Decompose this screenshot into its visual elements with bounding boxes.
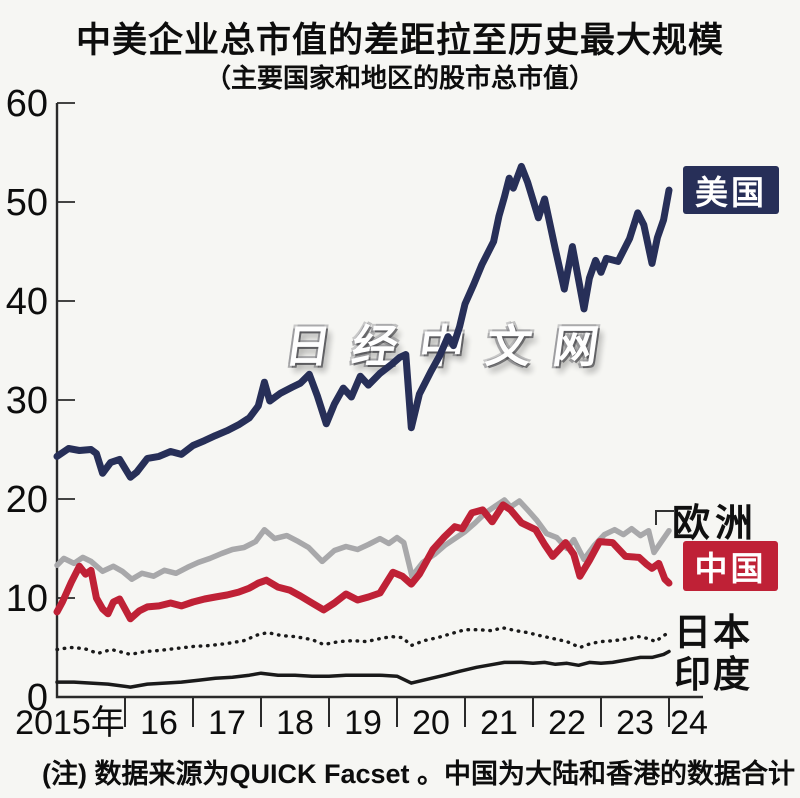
legend-europe-label: 欧洲	[672, 503, 759, 545]
series-line-china	[53, 501, 673, 623]
x-axis-label: 2015年	[15, 704, 125, 742]
y-axis-label: 40	[6, 281, 48, 323]
y-axis-label: 50	[6, 182, 48, 224]
europe-label-connector	[655, 510, 674, 525]
x-axis-label: 20	[412, 704, 450, 742]
series-line-us	[53, 162, 673, 481]
series-line-india	[55, 649, 671, 689]
y-axis-label: 0	[27, 677, 48, 719]
x-axis-label: 18	[276, 704, 314, 742]
y-axis-label: 60	[6, 83, 48, 125]
legend-us-label: 美国	[695, 174, 767, 211]
x-axis-label: 17	[208, 704, 246, 742]
legend-us-box: 美国	[683, 166, 779, 214]
footnote: (注) 数据来源为QUICK Facset 。中国为大陆和香港的数据合计	[42, 759, 796, 789]
x-axis-label: 23	[616, 704, 654, 742]
y-axis-label: 30	[6, 380, 48, 422]
y-axis-label: 20	[6, 479, 48, 521]
legend-india-label: 印度	[674, 654, 752, 695]
legend-china-label: 中国	[694, 550, 767, 587]
x-axis-label: 16	[140, 704, 178, 742]
x-axis-label: 19	[344, 704, 382, 742]
series-line-japan	[55, 626, 671, 657]
x-axis-label: 24	[670, 704, 708, 742]
y-axis-label: 10	[6, 578, 48, 620]
page-title: 中美企业总市值的差距拉至历史最大规模	[75, 21, 724, 60]
legend-china-box: 中国	[683, 541, 778, 591]
x-axis-label: 22	[548, 704, 586, 742]
page-subtitle: （主要国家和地区的股市总市值）	[204, 63, 595, 93]
legend-japan-label: 日本	[674, 612, 752, 653]
series-line-europe	[54, 497, 672, 582]
x-axis-label: 21	[480, 704, 518, 742]
